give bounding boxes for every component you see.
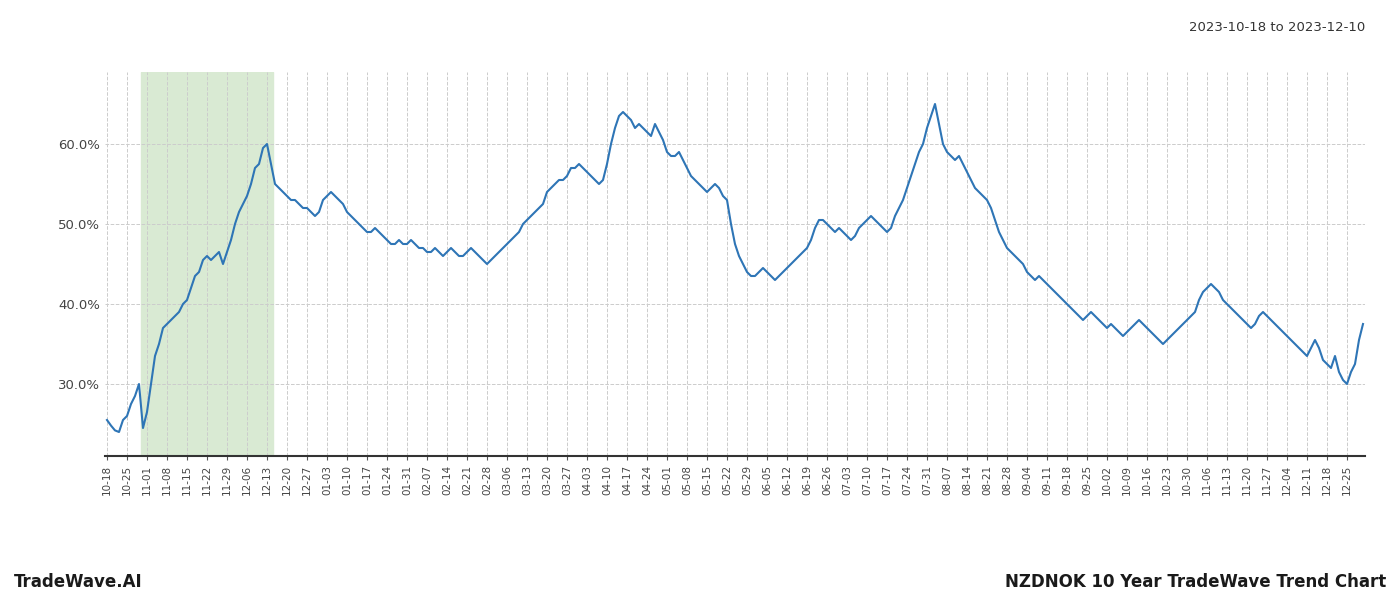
Text: 2023-10-18 to 2023-12-10: 2023-10-18 to 2023-12-10 <box>1189 21 1365 34</box>
Bar <box>141 72 273 456</box>
Text: NZDNOK 10 Year TradeWave Trend Chart: NZDNOK 10 Year TradeWave Trend Chart <box>1005 573 1386 591</box>
Text: TradeWave.AI: TradeWave.AI <box>14 573 143 591</box>
